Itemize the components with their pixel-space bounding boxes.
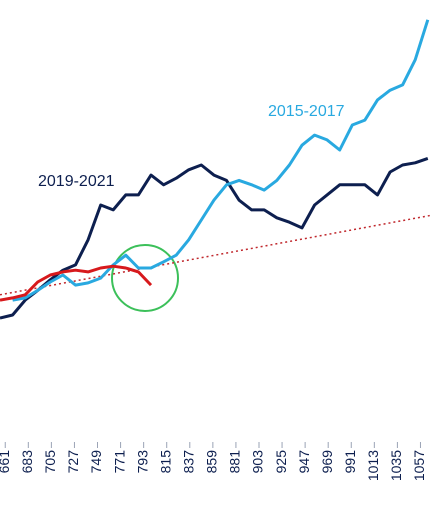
x-tick-label: 727 xyxy=(65,450,81,474)
x-tick-label: 793 xyxy=(134,450,150,474)
x-tick-label: 683 xyxy=(19,450,35,474)
series-line xyxy=(0,264,153,302)
trend-line xyxy=(0,214,433,296)
series-label: 2019-2021 xyxy=(38,173,115,190)
x-tick-label: 991 xyxy=(342,450,358,474)
x-tick-label: 1035 xyxy=(388,450,404,481)
series-label: 2015-2017 xyxy=(268,103,345,120)
x-tick-label: 661 xyxy=(0,450,12,474)
x-tick-label: 1013 xyxy=(365,450,381,481)
x-tick-label: 1057 xyxy=(411,450,427,481)
x-tick-label: 771 xyxy=(111,450,127,474)
x-tick-label: 903 xyxy=(250,450,266,474)
highlight-circle xyxy=(111,244,179,312)
x-tick-label: 925 xyxy=(273,450,289,474)
x-tick-label: 969 xyxy=(319,450,335,474)
x-tick-label: 705 xyxy=(42,450,58,474)
x-tick-label: 815 xyxy=(157,450,173,474)
x-tick-label: 947 xyxy=(296,450,312,474)
series-line xyxy=(0,156,429,320)
x-tick-label: 859 xyxy=(204,450,220,474)
x-tick-label: 881 xyxy=(227,450,243,474)
x-tick-label: 837 xyxy=(180,450,196,474)
x-tick-label: 749 xyxy=(88,450,104,474)
series-line xyxy=(12,19,430,302)
